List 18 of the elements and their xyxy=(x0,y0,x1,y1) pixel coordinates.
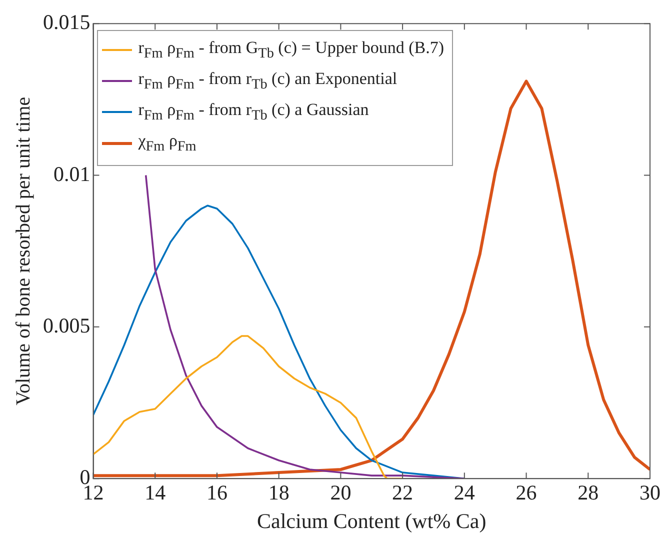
x-tick-label: 16 xyxy=(206,480,228,505)
x-axis-title: Calcium Content (wt% Ca) xyxy=(257,508,486,533)
x-tick-label: 20 xyxy=(330,480,352,505)
legend-label: r$_{Fm}$ ρ$_{Fm}$ - from r$_{Tb}$ (c) a Gaussian xyxy=(138,100,369,124)
y-tick-label: 0.01 xyxy=(54,162,90,186)
legend-label: r$_{Fm}$ ρ$_{Fm}$ - from r$_{Tb}$ (c) an Exponential xyxy=(138,68,398,94)
x-tick-label: 28 xyxy=(578,480,599,505)
x-tick-label: 26 xyxy=(516,480,537,505)
legend-label: χ$_{Fm}$ ρ$_{Fm}$ xyxy=(138,130,196,156)
y-axis-title: Volume of bone resorbed per unit time xyxy=(12,96,34,406)
x-tick-label: 14 xyxy=(144,480,166,505)
y-tick-label: 0.005 xyxy=(43,313,90,338)
legend-label: r$_{Fm}$ ρ$_{Fm}$ - from G$_{Tb}$ (c) = Upper bound (B.7) xyxy=(138,38,444,62)
x-tick-label: 30 xyxy=(640,480,660,505)
x-tick-label: 18 xyxy=(268,480,290,505)
x-tick-label: 22 xyxy=(392,480,414,505)
x-tick-label: 24 xyxy=(454,480,476,505)
y-tick-label: 0.015 xyxy=(43,10,90,34)
